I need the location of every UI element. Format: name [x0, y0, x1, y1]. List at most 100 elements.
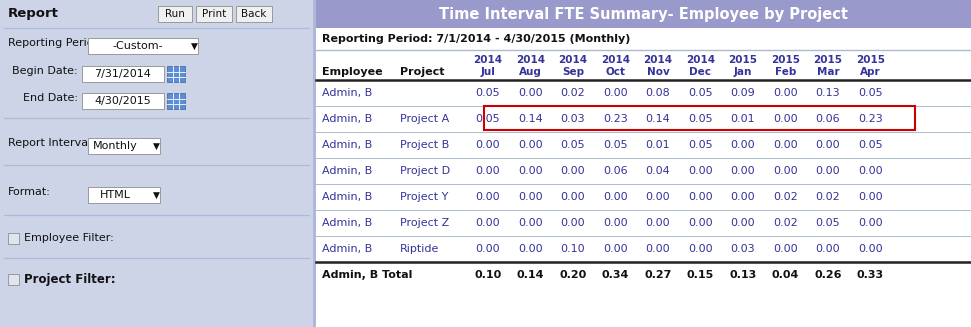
Bar	[167, 93, 185, 109]
Text: 0.00: 0.00	[476, 192, 500, 202]
Text: 0.02: 0.02	[560, 88, 586, 98]
Text: Format:: Format:	[8, 187, 50, 197]
Text: 0.02: 0.02	[773, 192, 798, 202]
Text: 0.01: 0.01	[731, 114, 755, 124]
Text: 0.00: 0.00	[688, 192, 713, 202]
Text: 0.00: 0.00	[603, 88, 628, 98]
Text: 0.13: 0.13	[729, 270, 756, 280]
Text: Jan: Jan	[734, 67, 753, 77]
Text: 0.00: 0.00	[688, 166, 713, 176]
Text: Nov: Nov	[647, 67, 669, 77]
Text: Report Interval:: Report Interval:	[8, 138, 95, 148]
Text: 0.00: 0.00	[731, 192, 755, 202]
Text: 2014: 2014	[644, 55, 673, 65]
Text: Admin, B: Admin, B	[322, 166, 372, 176]
Bar	[88, 138, 160, 154]
Text: ▼: ▼	[152, 191, 159, 199]
Text: 0.00: 0.00	[560, 166, 586, 176]
Text: Project Filter:: Project Filter:	[24, 272, 116, 285]
Bar	[0, 0, 313, 28]
Text: 0.00: 0.00	[476, 244, 500, 254]
Bar	[313, 0, 316, 327]
Text: Mar: Mar	[817, 67, 839, 77]
Text: 0.00: 0.00	[816, 244, 840, 254]
Text: Report: Report	[8, 8, 59, 21]
Text: 2015: 2015	[728, 55, 757, 65]
Text: 0.20: 0.20	[559, 270, 586, 280]
Bar	[82, 93, 164, 109]
Text: Begin Date:: Begin Date:	[13, 66, 78, 76]
Text: 0.02: 0.02	[773, 218, 798, 228]
Text: 0.14: 0.14	[519, 114, 543, 124]
Text: 2014: 2014	[558, 55, 587, 65]
Text: Reporting Period:: Reporting Period:	[8, 38, 104, 48]
Text: Admin, B: Admin, B	[322, 140, 372, 150]
Text: Reporting Period: 7/1/2014 - 4/30/2015 (Monthly): Reporting Period: 7/1/2014 - 4/30/2015 (…	[322, 34, 630, 44]
Text: 2014: 2014	[516, 55, 545, 65]
Text: 0.00: 0.00	[858, 244, 883, 254]
Text: 0.06: 0.06	[816, 114, 840, 124]
Text: Print: Print	[202, 9, 226, 19]
Text: 0.00: 0.00	[519, 140, 543, 150]
Text: Sep: Sep	[562, 67, 585, 77]
Text: Monthly: Monthly	[92, 141, 137, 151]
Text: Riptide: Riptide	[400, 244, 439, 254]
Text: 0.00: 0.00	[731, 218, 755, 228]
Text: 7/31/2014: 7/31/2014	[94, 69, 151, 79]
Text: Project: Project	[400, 67, 445, 77]
Text: 0.15: 0.15	[686, 270, 714, 280]
Text: 0.00: 0.00	[519, 218, 543, 228]
Text: 0.13: 0.13	[816, 88, 840, 98]
Text: 0.05: 0.05	[603, 140, 628, 150]
Text: 0.00: 0.00	[646, 244, 670, 254]
Text: 2014: 2014	[474, 55, 503, 65]
Text: 0.05: 0.05	[688, 140, 713, 150]
Bar	[167, 66, 185, 82]
Text: 0.05: 0.05	[858, 140, 883, 150]
Text: 0.10: 0.10	[475, 270, 502, 280]
Text: 0.34: 0.34	[602, 270, 629, 280]
Text: 0.00: 0.00	[773, 88, 798, 98]
Text: 0.00: 0.00	[519, 166, 543, 176]
Text: 2014: 2014	[686, 55, 715, 65]
Text: Employee Filter:: Employee Filter:	[24, 233, 114, 243]
Text: Admin, B: Admin, B	[322, 218, 372, 228]
Text: 0.00: 0.00	[603, 244, 628, 254]
Bar	[8, 233, 19, 244]
Text: 0.00: 0.00	[560, 192, 586, 202]
Text: 0.05: 0.05	[688, 114, 713, 124]
Text: Back: Back	[242, 9, 267, 19]
Text: Admin, B: Admin, B	[322, 192, 372, 202]
Text: 0.00: 0.00	[858, 218, 883, 228]
Text: Time Interval FTE Summary- Employee by Project: Time Interval FTE Summary- Employee by P…	[439, 7, 848, 22]
Text: 2014: 2014	[601, 55, 630, 65]
Text: 0.04: 0.04	[646, 166, 670, 176]
Text: 0.01: 0.01	[646, 140, 670, 150]
Bar	[484, 106, 915, 130]
Text: Project A: Project A	[400, 114, 450, 124]
Text: Oct: Oct	[606, 67, 625, 77]
Text: 0.05: 0.05	[476, 114, 500, 124]
Text: 0.00: 0.00	[773, 166, 798, 176]
Text: 0.00: 0.00	[519, 244, 543, 254]
Text: 0.06: 0.06	[603, 166, 628, 176]
Text: Run: Run	[165, 9, 184, 19]
Text: ▼: ▼	[152, 142, 159, 150]
Text: 0.23: 0.23	[603, 114, 628, 124]
Text: Employee: Employee	[322, 67, 383, 77]
Text: Aug: Aug	[519, 67, 542, 77]
Text: 0.08: 0.08	[646, 88, 670, 98]
Text: 0.00: 0.00	[519, 88, 543, 98]
Text: 2015: 2015	[856, 55, 885, 65]
Text: Feb: Feb	[775, 67, 796, 77]
Text: 4/30/2015: 4/30/2015	[94, 96, 151, 106]
Text: 0.00: 0.00	[476, 166, 500, 176]
Text: -Custom-: -Custom-	[113, 41, 163, 51]
Text: Project D: Project D	[400, 166, 451, 176]
Text: 0.00: 0.00	[858, 192, 883, 202]
Text: 0.00: 0.00	[603, 192, 628, 202]
Text: 0.05: 0.05	[816, 218, 840, 228]
Text: 0.00: 0.00	[858, 166, 883, 176]
Text: 0.04: 0.04	[772, 270, 799, 280]
Text: 0.00: 0.00	[476, 218, 500, 228]
